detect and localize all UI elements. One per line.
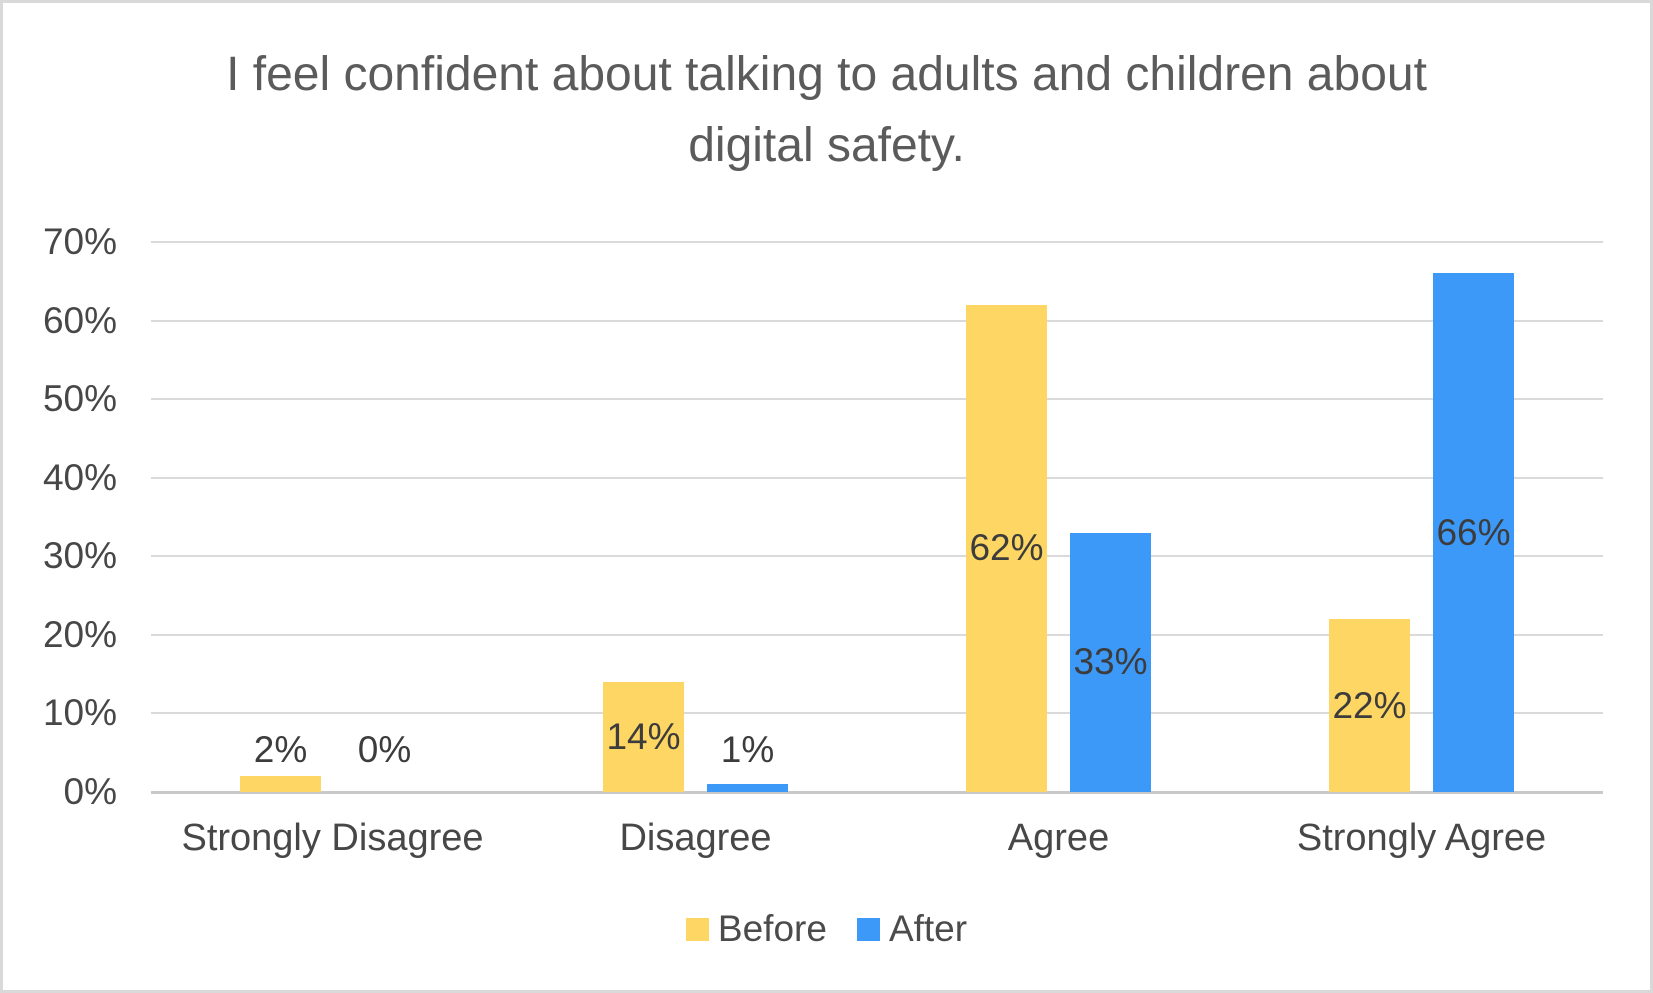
y-axis-tick-label: 10% — [42, 692, 117, 734]
chart-title-container: I feel confident about talking to adults… — [3, 39, 1650, 181]
gridline — [151, 712, 1603, 715]
legend-item-after: After — [856, 906, 968, 952]
gridline — [151, 241, 1603, 243]
chart-title: I feel confident about talking to adults… — [226, 48, 1427, 172]
x-axis-category-label: Disagree — [619, 817, 772, 859]
gridline — [151, 398, 1603, 401]
bar-before-disagree — [603, 682, 684, 792]
legend-item-before: Before — [685, 906, 827, 952]
legend-label-after: After — [888, 908, 968, 949]
x-axis-line — [151, 791, 1603, 794]
gridline — [151, 555, 1603, 558]
legend-label-before: Before — [717, 908, 827, 949]
y-axis-tick-label: 40% — [42, 456, 117, 498]
data-label-after-strongly-agree: 66% — [1436, 511, 1511, 553]
gridline — [151, 319, 1603, 322]
y-axis-tick-label: 50% — [42, 378, 117, 420]
data-label-after-disagree: 1% — [720, 729, 775, 770]
bar-after-disagree — [707, 784, 788, 792]
y-axis-tick-label: 60% — [42, 299, 117, 341]
legend: Before After — [3, 906, 1650, 952]
data-label-before-strongly-disagree: 2% — [253, 729, 308, 770]
data-label-after-strongly-disagree: 0% — [357, 729, 412, 770]
bar-after-agree — [1070, 532, 1151, 792]
bar-before-strongly-disagree — [240, 776, 321, 792]
y-axis-tick-label: 70% — [42, 221, 117, 262]
x-axis-category-label: Strongly Disagree — [181, 817, 484, 859]
bar-before-agree — [966, 304, 1047, 792]
bar-before-strongly-agree — [1329, 619, 1410, 792]
data-label-after-agree: 33% — [1073, 641, 1148, 683]
gridline — [151, 633, 1603, 636]
gridline — [151, 476, 1603, 479]
legend-swatch-before — [685, 917, 709, 941]
x-axis-category-label: Strongly Agree — [1296, 817, 1547, 859]
y-axis-tick-label: 20% — [42, 613, 117, 655]
y-axis-tick-label: 30% — [42, 535, 117, 577]
data-label-before-strongly-agree: 22% — [1332, 684, 1407, 726]
data-label-before-agree: 62% — [969, 527, 1044, 569]
y-axis-tick-label: 0% — [63, 771, 117, 812]
x-axis-category-label: Agree — [1007, 817, 1110, 859]
data-label-before-disagree: 14% — [606, 716, 681, 757]
legend-swatch-after — [856, 917, 880, 941]
bar-after-strongly-agree — [1433, 273, 1514, 792]
